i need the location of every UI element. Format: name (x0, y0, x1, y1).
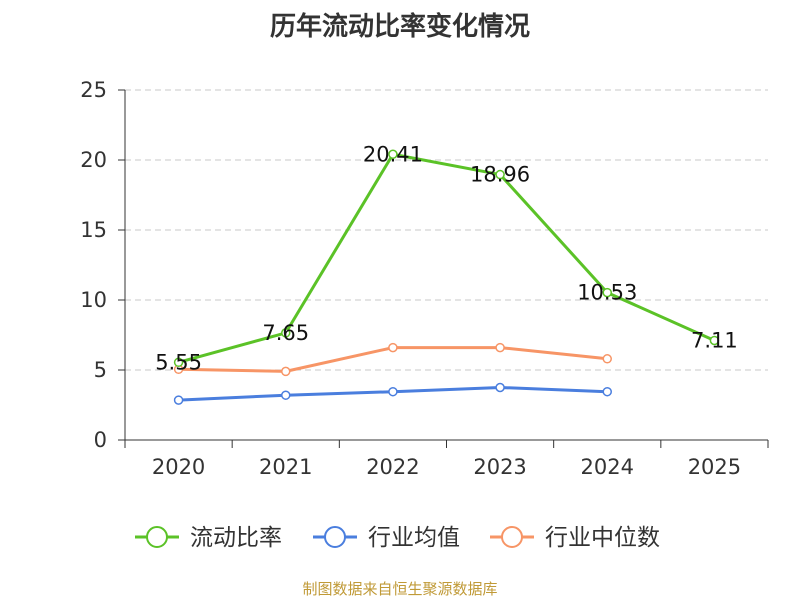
legend-label: 行业中位数 (545, 525, 660, 551)
data-labels: 5.55 7.65 20.41 18.96 10.53 7.11 (155, 142, 738, 374)
data-point (388, 386, 398, 397)
data-label: 18.96 (470, 163, 530, 187)
y-tick-label: 10 (80, 288, 107, 312)
data-point (173, 395, 184, 405)
data-point (602, 386, 612, 397)
data-point (388, 149, 398, 160)
legend-label: 流动比率 (190, 525, 282, 551)
legend-marker (146, 526, 168, 548)
legend-marker (501, 526, 523, 548)
source-note: 制图数据来自恒生聚源数据库 (302, 580, 498, 598)
legend-label: 行业均值 (368, 525, 460, 551)
data-point (495, 169, 505, 180)
x-tick-label: 2024 (581, 455, 634, 479)
y-tick-label: 25 (80, 78, 107, 102)
data-point (495, 382, 505, 393)
series-line-1 (178, 152, 716, 364)
data-point (173, 357, 184, 368)
chart-title: 历年流动比率变化情况 (269, 12, 530, 42)
legend-marker (324, 526, 346, 548)
legend-item[interactable]: 流动比率 (135, 525, 282, 551)
x-tick-label: 2021 (259, 455, 312, 479)
data-point (388, 342, 398, 353)
y-tick-label: 20 (80, 148, 107, 172)
y-tick-label: 15 (80, 218, 107, 242)
data-point (709, 335, 720, 346)
x-tick-label: 2022 (366, 455, 419, 479)
legend[interactable]: 流动比率 行业均值 行业中位数 (135, 525, 660, 551)
data-point (602, 354, 612, 364)
grid (125, 89, 768, 371)
data-point (281, 390, 291, 400)
series-group (173, 149, 720, 405)
data-point (281, 328, 291, 338)
data-label: 7.65 (262, 321, 309, 345)
data-point (281, 366, 291, 377)
legend-item[interactable]: 行业均值 (313, 525, 460, 551)
data-label: 5.55 (155, 350, 202, 374)
data-point (602, 287, 612, 298)
data-point (495, 342, 505, 353)
legend-item[interactable]: 行业中位数 (490, 525, 660, 551)
y-tick-label: 0 (94, 428, 107, 452)
data-label: 20.41 (363, 142, 423, 166)
y-tick-label: 5 (94, 358, 107, 382)
data-label: 7.11 (691, 328, 738, 352)
x-tick-label: 2025 (688, 455, 741, 479)
data-label: 10.53 (577, 281, 637, 305)
x-tick-label: 2023 (473, 455, 526, 479)
x-tick-label: 2020 (152, 455, 205, 479)
